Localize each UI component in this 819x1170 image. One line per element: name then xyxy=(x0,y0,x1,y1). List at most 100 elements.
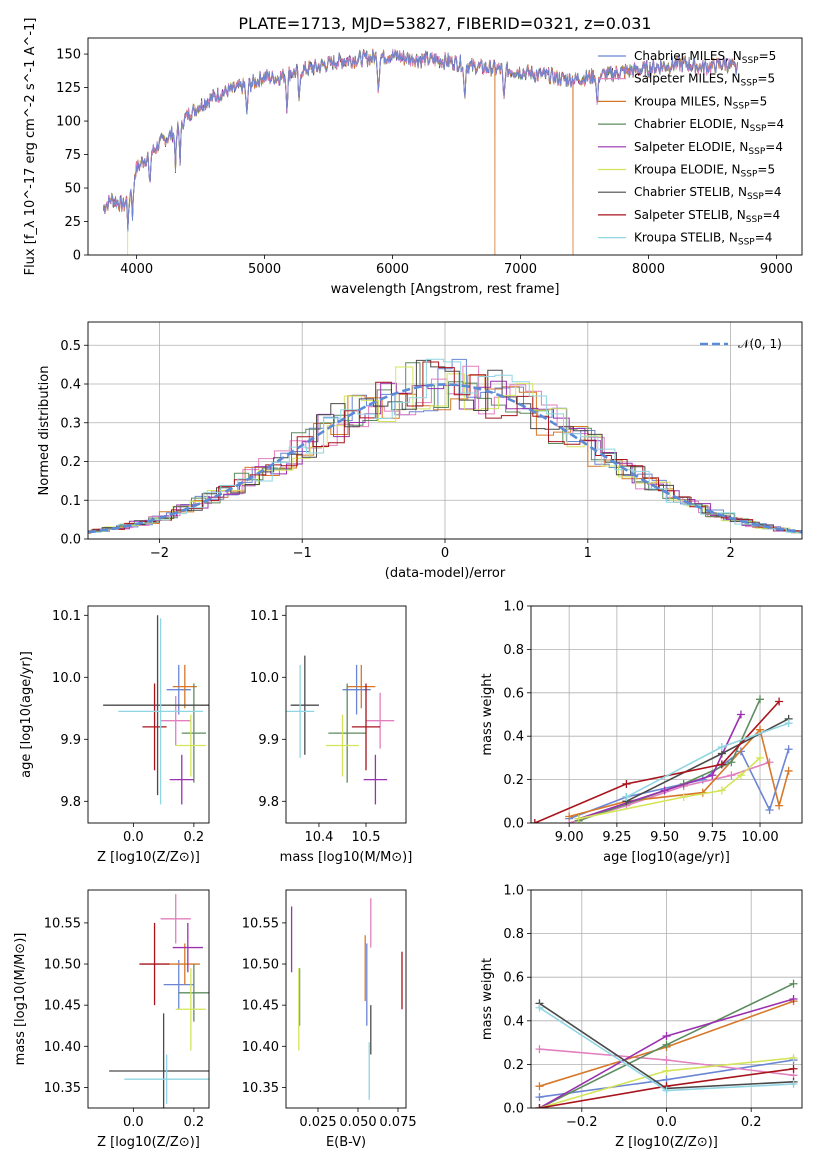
errorbar-point xyxy=(178,964,209,1022)
x-tick-label: 9.50 xyxy=(650,830,679,845)
legend-entry: Kroupa MILES, NSSP=5 xyxy=(634,94,767,111)
y-tick-label: 1.0 xyxy=(503,600,524,615)
y-tick-label: 0.8 xyxy=(503,927,524,942)
axes-spectrum: 4000 5000 6000 7000 8000 9000 0 25 50 75 100 125 150… xyxy=(23,18,793,297)
y-tick-label: 10.35 xyxy=(44,1081,81,1096)
y-tick-label: 0.2 xyxy=(60,455,81,470)
spectrum-legend: Chabrier MILES, NSSP=5 Salpeter MILES, NS… xyxy=(598,49,784,248)
x-tick-label: 4000 xyxy=(120,262,153,277)
x-tick-label: −0.2 xyxy=(566,1115,598,1130)
mass-weight-marker xyxy=(535,1003,544,1012)
axes-residuals: −2 −1 0 1 2 0.0 0.1 0.2 0.3 0.4 0.5 (data-model)/er… xyxy=(37,322,802,581)
x-axis-label: E(B-V) xyxy=(326,1135,366,1150)
errorbar-point xyxy=(124,1054,209,1104)
mass-weight-marker xyxy=(662,1056,671,1065)
mass-weight-marker xyxy=(765,805,774,814)
axes-frame xyxy=(87,889,210,1109)
mass-weight-marker xyxy=(662,1086,671,1095)
x-tick-label: 9000 xyxy=(760,262,793,277)
x-tick-label: 0.0 xyxy=(123,830,144,845)
mass-weight-marker xyxy=(535,1093,544,1102)
mass-weight-line xyxy=(578,714,742,820)
y-tick-label: 10.40 xyxy=(242,1040,279,1055)
mass-weight-marker xyxy=(756,725,765,734)
mass-weight-marker xyxy=(784,766,793,775)
errorbar-point xyxy=(172,922,203,973)
axes-massweight-vs-Z: −0.2 0.0 0.2 0.0 0.2 0.4 0.6 0.8 1.0 Z [log10(Z/Z… xyxy=(480,884,802,1150)
mass-weight-marker xyxy=(535,1082,544,1091)
legend-entry: Salpeter ELODIE, NSSP=4 xyxy=(634,140,783,157)
x-tick-label: 8000 xyxy=(632,262,665,277)
mass-weight-marker xyxy=(775,801,784,810)
y-axis-label: age [log10(age/yr)] xyxy=(19,651,34,778)
y-tick-label: 125 xyxy=(56,81,81,96)
axes-frame xyxy=(87,321,803,540)
mass-weight-marker xyxy=(736,771,745,780)
mass-weight-marker xyxy=(717,786,726,795)
errorbar-point xyxy=(169,754,194,805)
x-axis-label: Z [log10(Z/Z⊙)] xyxy=(97,1135,200,1150)
errorbar-point xyxy=(326,714,359,777)
mass-weight-marker xyxy=(717,743,726,752)
x-tick-label: 5000 xyxy=(248,262,281,277)
y-tick-label: 10.45 xyxy=(242,999,279,1014)
errorbar-point xyxy=(366,692,395,749)
errorbar-point xyxy=(363,754,388,805)
y-tick-label: 10.0 xyxy=(250,671,279,686)
errorbar-point xyxy=(139,922,170,1006)
mass-weight-marker xyxy=(662,1066,671,1075)
x-tick-label: 0 xyxy=(441,546,449,561)
mass-weight-marker xyxy=(736,710,745,719)
axes-frame xyxy=(285,605,407,824)
normal-curve xyxy=(88,383,802,534)
errorbar-point xyxy=(118,618,203,805)
y-tick-label: 9.8 xyxy=(60,795,81,810)
errorbar-point xyxy=(290,655,319,755)
x-tick-label: 0.025 xyxy=(299,1115,336,1130)
mass-weight-marker xyxy=(622,779,631,788)
mass-weight-marker xyxy=(784,719,793,728)
y-tick-label: 0.4 xyxy=(503,730,524,745)
axes-age-vs-Z: 0.0 0.2 9.8 9.9 10.0 10.1 Z [log10(Z/Z⊙)] age [… xyxy=(19,609,204,865)
y-tick-label: 10.35 xyxy=(242,1081,279,1096)
x-axis-label: Z [log10(Z/Z⊙)] xyxy=(97,850,200,865)
errorbar-point xyxy=(166,664,191,715)
axes-frame xyxy=(530,605,803,824)
mass-weight-marker xyxy=(789,1053,798,1062)
y-tick-label: 0.6 xyxy=(503,686,524,701)
mass-weight-marker xyxy=(756,695,765,704)
y-tick-label: 0.5 xyxy=(60,339,81,354)
y-tick-label: 0.0 xyxy=(503,1102,524,1117)
x-axis-label: age [log10(age/yr)] xyxy=(603,850,730,865)
legend-entry: Salpeter MILES, NSSP=5 xyxy=(634,72,775,89)
mass-weight-marker xyxy=(789,979,798,988)
axes-frame xyxy=(87,37,803,256)
y-tick-label: 10.1 xyxy=(250,609,279,624)
x-tick-label: 10.00 xyxy=(741,830,778,845)
y-tick-label: 150 xyxy=(56,48,81,63)
x-tick-label: 6000 xyxy=(376,262,409,277)
y-tick-label: 0.2 xyxy=(503,773,524,788)
histogram-salpeter-stelib xyxy=(88,361,802,533)
mass-weight-marker xyxy=(662,1040,671,1049)
x-tick-label: 0.0 xyxy=(656,1115,677,1130)
x-axis-label: Z [log10(Z/Z⊙)] xyxy=(615,1135,718,1150)
errorbar-point xyxy=(169,943,200,985)
y-tick-label: 0 xyxy=(73,249,81,264)
plots: 4000 5000 6000 7000 8000 9000 0 25 50 75 100 125 150… xyxy=(13,18,803,1150)
y-tick-label: 0.4 xyxy=(503,1014,524,1029)
y-tick-label: 0.3 xyxy=(60,416,81,431)
y-axis-label: mass [log10(M/M⊙)] xyxy=(13,933,28,1066)
mass-weight-marker xyxy=(789,1080,798,1089)
mass-weight-marker xyxy=(622,792,631,801)
y-tick-label: 10.45 xyxy=(44,999,81,1014)
y-tick-label: 50 xyxy=(64,182,81,197)
mass-weight-line xyxy=(534,700,780,823)
y-tick-label: 10.50 xyxy=(44,958,81,973)
mass-weight-marker xyxy=(727,771,736,780)
errorbar-point xyxy=(160,695,191,746)
mass-weight-marker xyxy=(531,819,539,823)
legend-entry: Kroupa STELIB, NSSP=4 xyxy=(634,231,772,248)
y-tick-label: 0.6 xyxy=(503,971,524,986)
